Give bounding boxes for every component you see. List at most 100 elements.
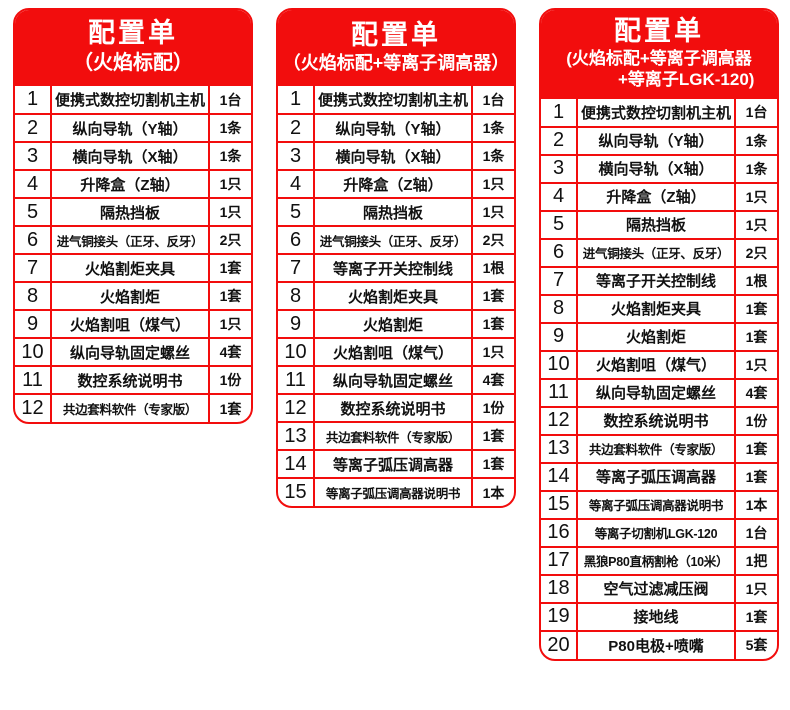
item-qty: 5套: [734, 629, 777, 659]
item-qty: 1把: [734, 545, 777, 576]
table-row: 10 火焰割咀（煤气） 1只: [278, 337, 514, 367]
table-row: 15 等离子弧压调高器说明书 1本: [541, 489, 777, 520]
row-number: 1: [541, 98, 578, 128]
row-number: 5: [541, 209, 578, 240]
table-row: 7 火焰割炬夹具 1套: [15, 253, 251, 283]
item-qty: 1套: [208, 393, 251, 422]
item-qty: 1只: [471, 337, 514, 367]
item-qty: 1套: [734, 321, 777, 352]
item-name: 数控系统说明书: [313, 393, 473, 423]
item-qty: 1套: [734, 461, 777, 492]
table-row: 18 空气过滤减压阀 1只: [541, 573, 777, 604]
row-number: 10: [541, 349, 578, 380]
config-table-card-flame-plasma-thc-lgk120: 配置单 (火焰标配+等离子调高器 +等离子LGK-120) 1 便携式数控切割机主机…: [539, 8, 779, 661]
table-row: 11 纵向导轨固定螺丝 4套: [278, 365, 514, 395]
table-row: 6 进气铜接头（正牙、反牙） 2只: [278, 225, 514, 255]
item-qty: 1只: [734, 349, 777, 380]
item-qty: 1台: [208, 86, 251, 115]
item-qty: 1套: [734, 601, 777, 632]
item-name: 黑狼P80直柄割枪（10米）: [576, 545, 736, 576]
row-number: 6: [15, 225, 52, 255]
item-qty: 1套: [471, 421, 514, 451]
row-number: 12: [278, 393, 315, 423]
item-qty: 1条: [734, 153, 777, 184]
row-number: 3: [15, 141, 52, 171]
item-name: 等离子弧压调高器说明书: [576, 489, 736, 520]
row-number: 1: [278, 86, 315, 115]
item-name: 横向导轨（X轴）: [50, 141, 210, 171]
item-qty: 1套: [471, 449, 514, 479]
item-name: 火焰割炬: [313, 309, 473, 339]
table-subtitle: (火焰标配+等离子调高器 +等离子LGK-120): [543, 49, 775, 90]
table-subtitle: （火焰标配）: [17, 51, 249, 75]
item-name: 共边套料软件（专家版）: [313, 421, 473, 451]
table-row: 1 便携式数控切割机主机 1台: [15, 86, 251, 115]
item-name: P80电极+喷嘴: [576, 629, 736, 659]
row-number: 13: [278, 421, 315, 451]
item-name: 升降盒（Z轴）: [576, 181, 736, 212]
item-name: 火焰割炬夹具: [50, 253, 210, 283]
table-row: 3 横向导轨（X轴） 1条: [541, 153, 777, 184]
item-name: 纵向导轨（Y轴）: [313, 113, 473, 143]
table-row: 20 P80电极+喷嘴 5套: [541, 629, 777, 659]
table-row: 19 接地线 1套: [541, 601, 777, 632]
table-row: 4 升降盒（Z轴） 1只: [278, 169, 514, 199]
table-row: 9 火焰割炬 1套: [541, 321, 777, 352]
item-name: 纵向导轨固定螺丝: [576, 377, 736, 408]
item-name: 纵向导轨固定螺丝: [50, 337, 210, 367]
row-number: 2: [541, 125, 578, 156]
table-row: 8 火焰割炬 1套: [15, 281, 251, 311]
item-name: 等离子切割机LGK-120: [576, 517, 736, 548]
table-row: 11 纵向导轨固定螺丝 4套: [541, 377, 777, 408]
item-qty: 1台: [734, 98, 777, 128]
row-number: 16: [541, 517, 578, 548]
table-row: 9 火焰割咀（煤气） 1只: [15, 309, 251, 339]
item-name: 进气铜接头（正牙、反牙）: [576, 237, 736, 268]
config-table-card-flame-plasma-thc: 配置单 （火焰标配+等离子调高器） 1 便携式数控切割机主机 1台 2 纵向导轨（Y轴）…: [276, 8, 516, 508]
table-subtitle-line: (火焰标配+等离子调高器: [566, 49, 752, 69]
item-qty: 1套: [734, 433, 777, 464]
item-qty: 1台: [734, 517, 777, 548]
row-number: 14: [278, 449, 315, 479]
table-title: 配置单: [351, 19, 441, 50]
row-number: 12: [541, 405, 578, 436]
item-name: 便携式数控切割机主机: [576, 98, 736, 128]
item-qty: 1根: [471, 253, 514, 283]
table-row: 2 纵向导轨（Y轴） 1条: [278, 113, 514, 143]
item-qty: 1套: [734, 293, 777, 324]
item-qty: 1条: [208, 113, 251, 143]
item-name: 便携式数控切割机主机: [50, 86, 210, 115]
row-number: 11: [541, 377, 578, 408]
table-subtitle-line: （火焰标配）: [73, 52, 193, 75]
row-number: 7: [541, 265, 578, 296]
row-number: 20: [541, 629, 578, 659]
item-name: 进气铜接头（正牙、反牙）: [50, 225, 210, 255]
row-number: 15: [278, 477, 315, 506]
item-qty: 2只: [471, 225, 514, 255]
table-row: 2 纵向导轨（Y轴） 1条: [15, 113, 251, 143]
item-qty: 1条: [471, 113, 514, 143]
row-number: 11: [278, 365, 315, 395]
config-tables-board: 配置单 （火焰标配） 1 便携式数控切割机主机 1台 2 纵向导轨（Y轴） 1条 3 横向导轨…: [13, 8, 779, 661]
item-name: 等离子弧压调高器说明书: [313, 477, 473, 506]
table-row: 1 便携式数控切割机主机 1台: [278, 86, 514, 115]
item-name: 火焰割炬夹具: [313, 281, 473, 311]
table-row: 14 等离子弧压调高器 1套: [541, 461, 777, 492]
row-number: 5: [15, 197, 52, 227]
table-row: 2 纵向导轨（Y轴） 1条: [541, 125, 777, 156]
table-row: 17 黑狼P80直柄割枪（10米） 1把: [541, 545, 777, 576]
table-row: 5 隔热挡板 1只: [15, 197, 251, 227]
item-name: 空气过滤减压阀: [576, 573, 736, 604]
item-qty: 1本: [471, 477, 514, 506]
row-number: 5: [278, 197, 315, 227]
table-row: 6 进气铜接头（正牙、反牙） 2只: [15, 225, 251, 255]
item-qty: 1根: [734, 265, 777, 296]
item-name: 数控系统说明书: [576, 405, 736, 436]
table-header: 配置单 （火焰标配）: [15, 10, 251, 86]
item-name: 便携式数控切割机主机: [313, 86, 473, 115]
item-qty: 1只: [208, 169, 251, 199]
table-header: 配置单 (火焰标配+等离子调高器 +等离子LGK-120): [541, 10, 777, 99]
row-number: 18: [541, 573, 578, 604]
item-qty: 1只: [471, 197, 514, 227]
item-qty: 1只: [734, 209, 777, 240]
